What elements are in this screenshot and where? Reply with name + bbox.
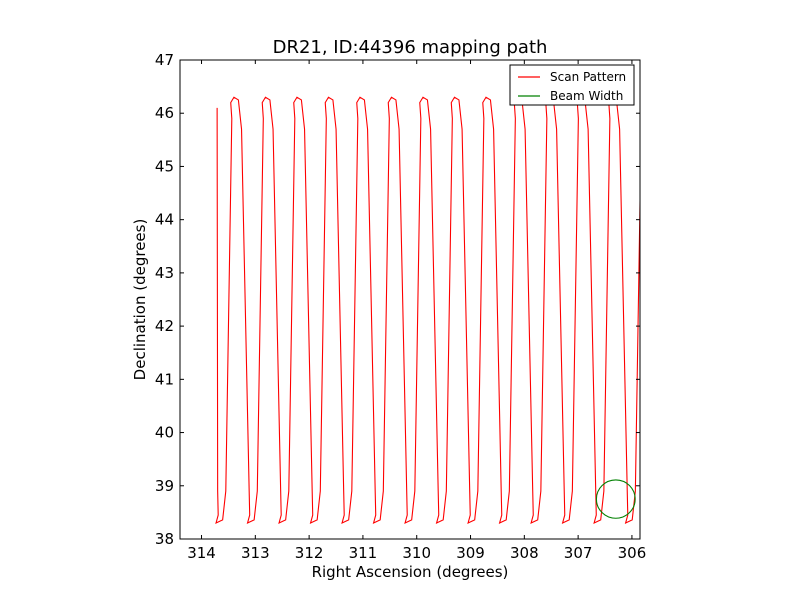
y-tick-label: 46 [155,104,174,122]
legend: Scan Pattern Beam Width [509,64,635,106]
y-tick-label: 44 [155,211,174,229]
legend-box [509,64,635,106]
legend-entry: Beam Width [550,89,623,103]
x-tick-label: 306 [618,544,647,562]
y-tick-label: 43 [155,264,174,282]
x-tick-label: 309 [456,544,485,562]
y-tick-label: 42 [155,317,174,335]
y-tick-label: 38 [155,530,174,548]
x-tick-label: 314 [187,544,216,562]
x-tick-label: 311 [349,544,378,562]
x-tick-label: 308 [510,544,539,562]
x-tick-label: 307 [564,544,593,562]
x-tick-label: 312 [295,544,324,562]
scan-pattern-line [215,96,640,525]
y-tick-label: 39 [155,477,174,495]
y-tick-label: 45 [155,157,174,175]
plot-frame [179,59,641,540]
chart-title: DR21, ID:44396 mapping path [273,37,548,58]
y-axis-label: Declination (degrees) [131,219,149,381]
y-tick-label: 47 [155,51,174,69]
beam-width-circle [595,479,636,519]
y-tick-label: 40 [155,424,174,442]
x-axis-label: Right Ascension (degrees) [312,563,509,581]
x-tick-label: 313 [241,544,270,562]
legend-entry: Scan Pattern [550,70,626,84]
plot-area: 314 313 312 311 310 309 308 307 306 38 39 40 41 42 43… [155,51,647,562]
x-tick-label: 310 [402,544,431,562]
y-tick-label: 41 [155,370,174,388]
